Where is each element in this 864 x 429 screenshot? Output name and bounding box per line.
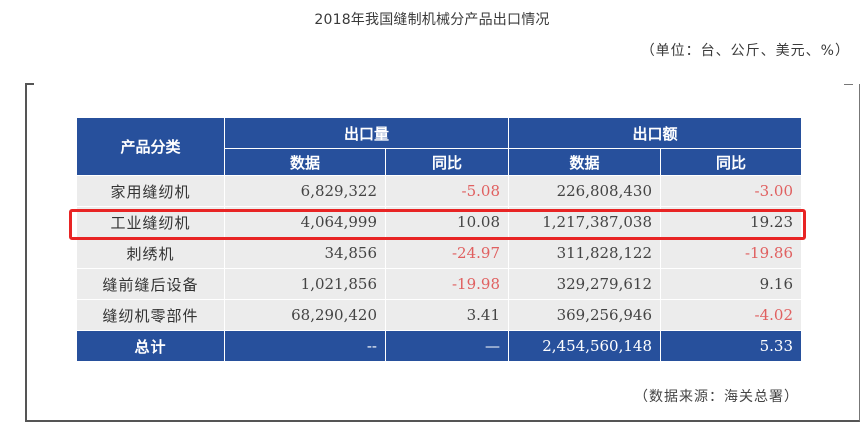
- table-row: 缝纫机零部件 68,290,420 3.41 369,256,946 -4.02: [76, 299, 802, 331]
- row-qty: 4,064,999: [224, 206, 386, 238]
- row-qty-yoy: 3.41: [385, 299, 509, 331]
- row-value-yoy: 9.16: [660, 268, 802, 300]
- row-value: 226,808,430: [508, 175, 661, 207]
- header-group-value: 出口额: [508, 117, 802, 149]
- row-value-yoy: 19.23: [660, 206, 802, 238]
- row-category: 缝纫机零部件: [76, 299, 225, 331]
- source-note: （数据来源：海关总署）: [634, 389, 799, 405]
- frame-corner-left: [25, 83, 34, 85]
- frame-mask: [857, 70, 864, 84]
- row-value: 1,217,387,038: [508, 206, 661, 238]
- row-qty: 6,829,322: [224, 175, 386, 207]
- row-qty: 1,021,856: [224, 268, 386, 300]
- header-group-quantity: 出口量: [224, 117, 509, 149]
- header-category: 产品分类: [76, 117, 225, 176]
- total-label: 总计: [76, 330, 225, 362]
- total-value: 2,454,560,148: [508, 330, 661, 362]
- frame-corner-right: [844, 84, 853, 85]
- row-qty-yoy: -5.08: [385, 175, 509, 207]
- export-table: 产品分类 出口量 出口额 数据 同比 数据 同比 家用缝纫机 6,829,322…: [76, 117, 802, 362]
- row-qty: 68,290,420: [224, 299, 386, 331]
- row-value: 369,256,946: [508, 299, 661, 331]
- unit-note: （单位：台、公斤、美元、%）: [640, 43, 850, 59]
- table-row-total: 总计 -- — 2,454,560,148 5.33: [76, 330, 802, 362]
- table-frame: [25, 83, 860, 422]
- total-value-yoy: 5.33: [660, 330, 802, 362]
- header-value-data: 数据: [508, 148, 661, 176]
- row-qty-yoy: -24.97: [385, 237, 509, 269]
- table-row: 缝前缝后设备 1,021,856 -19.98 329,279,612 9.16: [76, 268, 802, 300]
- table-row: 家用缝纫机 6,829,322 -5.08 226,808,430 -3.00: [76, 175, 802, 207]
- table-row-highlighted: 工业缝纫机 4,064,999 10.08 1,217,387,038 19.2…: [76, 206, 802, 238]
- row-category: 工业缝纫机: [76, 206, 225, 238]
- row-value: 311,828,122: [508, 237, 661, 269]
- header-qty-data: 数据: [224, 148, 386, 176]
- row-category: 缝前缝后设备: [76, 268, 225, 300]
- row-qty-yoy: 10.08: [385, 206, 509, 238]
- row-value: 329,279,612: [508, 268, 661, 300]
- row-value-yoy: -19.86: [660, 237, 802, 269]
- header-qty-yoy: 同比: [385, 148, 509, 176]
- row-qty-yoy: -19.98: [385, 268, 509, 300]
- row-category: 家用缝纫机: [76, 175, 225, 207]
- table-row: 刺绣机 34,856 -24.97 311,828,122 -19.86: [76, 237, 802, 269]
- row-value-yoy: -3.00: [660, 175, 802, 207]
- row-qty: 34,856: [224, 237, 386, 269]
- row-value-yoy: -4.02: [660, 299, 802, 331]
- page-title: 2018年我国缝制机械分产品出口情况: [314, 12, 550, 28]
- total-qty-yoy: —: [385, 330, 509, 362]
- row-category: 刺绣机: [76, 237, 225, 269]
- total-qty: --: [224, 330, 386, 362]
- header-value-yoy: 同比: [660, 148, 802, 176]
